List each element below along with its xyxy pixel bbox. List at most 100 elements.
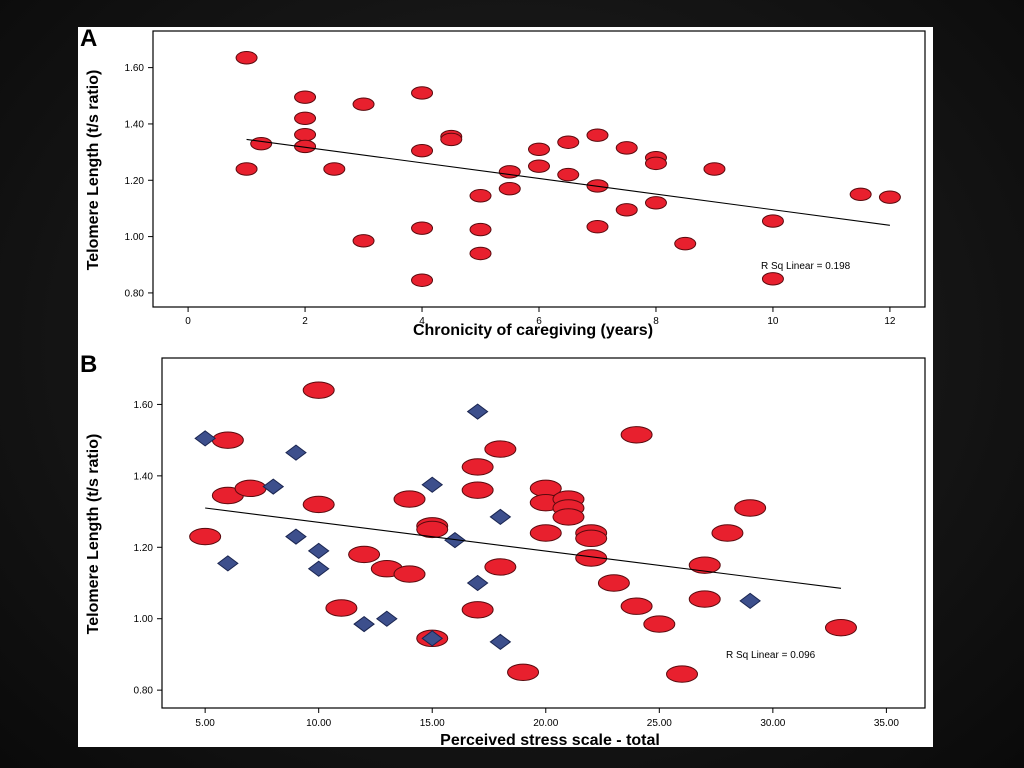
panel-b-circle-point: [189, 527, 222, 546]
panel-a-circle-point: [849, 187, 872, 202]
panel-a-circle-point: [498, 182, 521, 196]
panel-a-circle-point: [411, 143, 434, 158]
panel-b-y-tick-label: 1.00: [134, 614, 154, 625]
panel-b-y-tick-label: 1.20: [134, 543, 154, 554]
panel-b-diamond-point: [217, 555, 239, 572]
panel-b-circle-point: [416, 520, 449, 539]
panel-a-x-axis-title: Chronicity of caregiving (years): [413, 322, 653, 339]
panel-b-circle-point: [575, 529, 608, 548]
panel-b-circle-point: [484, 558, 517, 576]
panel-a-circle-point: [761, 272, 784, 286]
panel-b-r-squared: R Sq Linear = 0.096: [726, 650, 816, 661]
panel-a-circle-point: [615, 203, 638, 217]
panel-b-circle-point: [507, 663, 540, 681]
panel-b-diamond-point: [307, 542, 330, 559]
panel-a-x-tick-label: 2: [302, 316, 308, 327]
panel-a-circle-point: [294, 139, 317, 154]
panel-b-circle-point: [688, 556, 721, 574]
panel-b-circle-point: [393, 490, 426, 508]
panel-b-x-tick-label: 25.00: [647, 718, 672, 729]
panel-b-circle-point: [211, 431, 244, 449]
panel-a-circle-point: [411, 221, 434, 235]
panel-a-label: A: [80, 27, 97, 52]
panel-a-circle-point: [323, 162, 346, 176]
panel-a-circle-point: [440, 132, 463, 147]
panel-b-x-tick-label: 10.00: [306, 718, 331, 729]
panel-b-diamond-point: [375, 610, 398, 627]
panel-a-circle-point: [586, 128, 609, 142]
panel-b-y-tick-label: 1.40: [134, 471, 154, 482]
panel-b-x-tick-label: 35.00: [874, 718, 899, 729]
panel-a: A Telomere Length (t/s ratio) Chronicity…: [80, 27, 926, 339]
panel-b-y-tick-label: 0.80: [134, 686, 154, 697]
panel-a-circle-point: [469, 189, 492, 203]
panel-a-circle-point: [615, 141, 638, 155]
panel-a-circle-point: [235, 162, 258, 176]
panel-a-circle-point: [703, 162, 726, 176]
panel-b-x-tick-label: 15.00: [420, 718, 445, 729]
panel-a-y-axis-title: Telomere Length (t/s ratio): [85, 70, 102, 271]
panel-a-circle-point: [352, 234, 375, 248]
panel-b-frame: [161, 357, 926, 709]
panel-b-y-axis-title: Telomere Length (t/s ratio): [85, 434, 102, 635]
panel-b-circle-point: [461, 458, 494, 476]
panel-b-y-tick-label: 1.60: [134, 400, 154, 411]
panel-b-diamond-point: [285, 444, 307, 461]
panel-a-circle-point: [235, 51, 258, 65]
panel-b-circle-point: [325, 599, 358, 617]
panel-a-x-tick-label: 8: [653, 316, 659, 327]
panel-b-circle-point: [348, 545, 381, 564]
panel-b-circle-point: [461, 601, 494, 619]
panel-a-y-tick-label: 0.80: [125, 288, 145, 299]
panel-b-diamond-point: [421, 630, 444, 647]
panel-a-axes: 0.80 1.00 1.20 1.40 1.60 0 2 4 6 8 10 12: [125, 63, 896, 327]
panel-b-circle-point: [711, 524, 744, 542]
panel-b-circle-point: [461, 481, 494, 499]
panel-b: B Telomere Length (t/s ratio) Perceived …: [80, 351, 926, 747]
panel-b-diamond-point: [285, 528, 307, 545]
panel-a-circle-point: [469, 222, 492, 237]
panel-b-diamond-point: [353, 615, 375, 633]
panel-a-circle-point: [557, 167, 580, 182]
panel-a-y-tick-label: 1.40: [125, 119, 145, 130]
panel-a-x-tick-label: 4: [419, 316, 425, 327]
panel-a-circle-point: [411, 273, 434, 287]
panel-b-circle-point: [824, 618, 857, 637]
panel-b-x-axis-title: Perceived stress scale - total: [440, 732, 660, 747]
panel-a-circle-point: [294, 90, 317, 104]
panel-b-x-tick-label: 30.00: [760, 718, 785, 729]
panel-b-circle-point: [302, 495, 335, 514]
panel-b-fit-line: [205, 507, 842, 589]
panel-a-circle-point: [294, 111, 317, 126]
panel-b-circle-point: [575, 549, 608, 567]
panel-a-circle-point: [674, 236, 697, 251]
panel-a-r-squared: R Sq Linear = 0.198: [761, 261, 851, 272]
panel-a-x-tick-label: 10: [767, 316, 779, 327]
panel-a-circle-point: [644, 156, 667, 171]
panel-a-x-tick-label: 6: [536, 316, 542, 327]
panel-b-diamond-point: [444, 532, 466, 549]
panel-b-marks: [189, 381, 857, 683]
panel-a-y-tick-label: 1.60: [125, 63, 145, 74]
panel-b-diamond-point: [466, 574, 489, 592]
panel-a-circle-point: [411, 86, 434, 100]
panel-a-x-tick-label: 12: [884, 316, 896, 327]
panel-b-circle-point: [393, 565, 426, 583]
panel-b-circle-point: [234, 479, 267, 498]
panel-b-circle-point: [597, 574, 630, 592]
panel-b-circle-point: [620, 426, 653, 444]
panel-b-circle-point: [688, 590, 721, 608]
panel-a-x-tick-label: 0: [185, 316, 191, 327]
panel-b-circle-point: [666, 665, 699, 683]
panel-b-x-tick-label: 20.00: [533, 718, 558, 729]
panel-a-y-tick-label: 1.00: [125, 232, 145, 243]
panel-b-diamond-point: [739, 592, 761, 609]
panel-b-circle-point: [552, 508, 585, 526]
panel-b-diamond-point: [307, 560, 330, 577]
panel-a-circle-point: [250, 136, 273, 151]
panel-b-diamond-point: [489, 508, 512, 526]
panel-b-diamond-point: [489, 633, 512, 651]
panel-a-circle-point: [294, 127, 317, 142]
figure-svg: A Telomere Length (t/s ratio) Chronicity…: [80, 27, 926, 747]
figure-image: A Telomere Length (t/s ratio) Chronicity…: [78, 27, 933, 747]
